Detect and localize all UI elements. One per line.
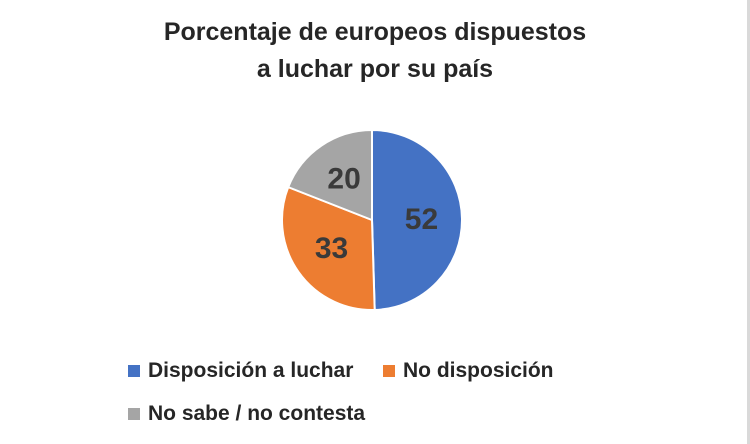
legend-label-no-disposicion: No disposición bbox=[403, 359, 554, 382]
legend-item-disposicion: Disposición a luchar bbox=[128, 359, 353, 383]
legend-swatch-no-sabe bbox=[128, 408, 140, 420]
legend-label-no-sabe: No sabe / no contesta bbox=[148, 402, 366, 425]
legend-swatch-disposicion bbox=[128, 365, 140, 377]
pie-label-no-sabe: 20 bbox=[327, 163, 360, 196]
chart-title-line-2: a luchar por su país bbox=[256, 55, 494, 83]
legend-item-no-disposicion: No disposición bbox=[383, 359, 554, 383]
pie-slice-no-sabe bbox=[286, 128, 373, 222]
chart-title: Porcentaje de europeos dispuestos a luch… bbox=[0, 14, 750, 88]
pie-slice-disposicion bbox=[371, 128, 463, 311]
legend-label-disposicion: Disposición a luchar bbox=[148, 359, 354, 382]
chart-title-line-1: Porcentaje de europeos dispuestos bbox=[163, 18, 587, 46]
pie-label-no-disposicion: 33 bbox=[315, 232, 348, 265]
image-right-edge bbox=[747, 0, 750, 444]
pie-label-disposicion: 52 bbox=[405, 203, 438, 236]
pie-slice-no-disposicion bbox=[281, 185, 376, 311]
legend-swatch-no-disposicion bbox=[383, 365, 395, 377]
legend-item-no-sabe: No sabe / no contesta bbox=[128, 402, 365, 426]
